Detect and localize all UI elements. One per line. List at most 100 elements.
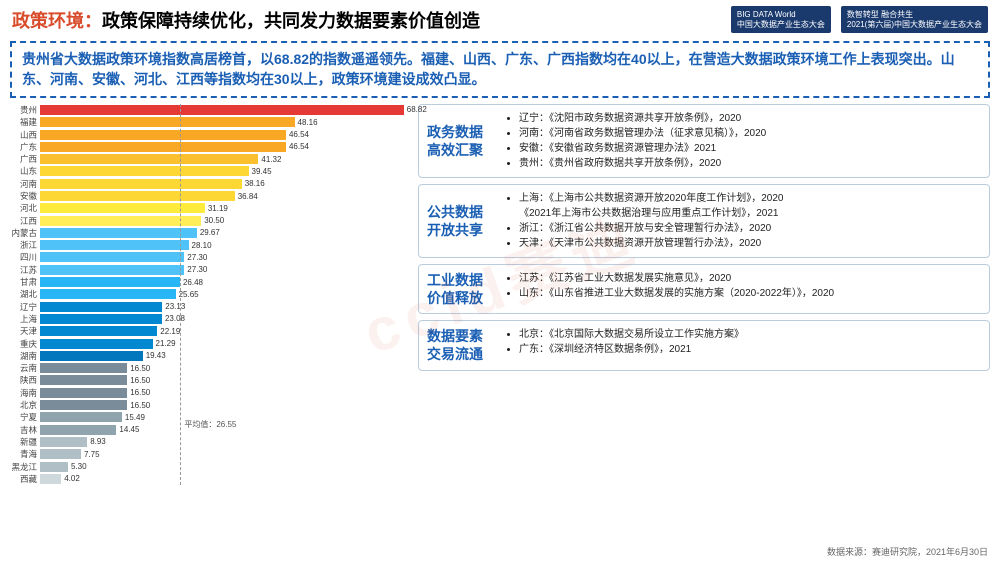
panel-body: 北京：《北京国际大数据交易所设立工作实施方案》广东：《深圳经济特区数据条例》，2… [505,327,981,363]
panel-title: 数据要素 交易流通 [427,327,505,363]
bar-label: 湖北 [10,288,40,300]
bar-label: 河北 [10,202,40,214]
panel-item: 江苏：《江苏省工业大数据发展实施意见》，2020 [519,271,981,286]
bar-track: 5.30 [40,462,410,472]
bar: 48.16 [40,117,295,127]
panel-item: 北京：《北京国际大数据交易所设立工作实施方案》 [519,327,981,342]
bar-value: 16.50 [127,388,150,397]
bar: 25.65 [40,289,176,299]
bar-track: 25.65 [40,289,410,299]
bar-track: 46.54 [40,130,410,140]
bar: 27.30 [40,252,184,262]
bar-value: 16.50 [127,364,150,373]
logo-event: 数智转型 融合共生 2021(第六届)中国大数据产业生态大会 [841,6,988,33]
bar-track: 27.30 [40,252,410,262]
title-prefix: 政策环境： [12,11,102,31]
panel-item: 贵州：《贵州省政府数据共享开放条例》，2020 [519,156,981,171]
hbar-chart: 贵州68.82福建48.16山西46.54广东46.54广西41.32山东39.… [10,104,410,485]
bar-row: 四川27.30 [10,251,410,263]
bar: 28.10 [40,240,189,250]
bar-track: 68.82 [40,105,410,115]
bar-value: 16.50 [127,376,150,385]
panel-body: 江苏：《江苏省工业大数据发展实施意见》，2020山东：《山东省推进工业大数据发展… [505,271,981,307]
bar: 21.29 [40,339,153,349]
panel: 政务数据 高效汇聚辽宁：《沈阳市政务数据资源共享开放条例》，2020河南：《河南… [418,104,990,178]
bar-row: 云南16.50 [10,362,410,374]
bar-row: 山东39.45 [10,165,410,177]
bar: 4.02 [40,474,61,484]
bar-value: 48.16 [295,118,318,127]
bar-value: 23.13 [162,302,185,311]
bar: 8.93 [40,437,87,447]
bar-value: 36.84 [235,192,258,201]
data-credit: 数据来源：赛迪研究院，2021年6月30日 [827,545,988,558]
bar-label: 青海 [10,448,40,460]
logo-line: 2021(第六届)中国大数据产业生态大会 [847,20,982,30]
bar-track: 30.50 [40,216,410,226]
bar-track: 8.93 [40,437,410,447]
bar: 7.75 [40,449,81,459]
bar-label: 湖南 [10,350,40,362]
bar: 26.48 [40,277,180,287]
page-title: 政策环境：政策保障持续优化，共同发力数据要素价值创造 [12,7,480,33]
bar-row: 西藏4.02 [10,473,410,485]
bar-value: 16.50 [127,401,150,410]
bar-label: 内蒙古 [10,227,40,239]
bar: 15.49 [40,412,122,422]
bar-label: 海南 [10,387,40,399]
panel-item: 天津：《天津市公共数据资源开放管理暂行办法》，2020 [519,236,981,251]
bar-value: 23.08 [162,314,185,323]
bar-row: 黑龙江5.30 [10,460,410,472]
bar-track: 22.19 [40,326,410,336]
bar-value: 39.45 [249,167,272,176]
panel-title: 工业数据 价值释放 [427,271,505,307]
bar-value: 29.67 [197,228,220,237]
bar: 30.50 [40,216,201,226]
bar-value: 28.10 [189,241,212,250]
logo-line: 数智转型 融合共生 [847,10,982,20]
bar-label: 浙江 [10,239,40,251]
bar-track: 23.08 [40,314,410,324]
logo-block: BIG DATA World 中国大数据产业生态大会 数智转型 融合共生 202… [731,6,988,33]
bar: 16.50 [40,375,127,385]
panel: 公共数据 开放共享上海：《上海市公共数据资源开放2020年度工作计划》，2020… [418,184,990,258]
panel-item: 安徽：《安徽省政务数据资源管理办法》2021 [519,141,981,156]
bar-value: 31.19 [205,204,228,213]
header: 政策环境：政策保障持续优化，共同发力数据要素价值创造 BIG DATA Worl… [0,0,1000,37]
panel: 工业数据 价值释放江苏：《江苏省工业大数据发展实施意见》，2020山东：《山东省… [418,264,990,314]
bar-row: 新疆8.93 [10,436,410,448]
bar-value: 5.30 [68,462,87,471]
bar-row: 湖南19.43 [10,350,410,362]
bar-value: 27.30 [184,253,207,262]
panel-body: 辽宁：《沈阳市政务数据资源共享开放条例》，2020河南：《河南省政务数据管理办法… [505,111,981,171]
panel-title: 政务数据 高效汇聚 [427,111,505,171]
bar-value: 21.29 [153,339,176,348]
panel-item: 辽宁：《沈阳市政务数据资源共享开放条例》，2020 [519,111,981,126]
bar-label: 上海 [10,313,40,325]
bar: 19.43 [40,351,143,361]
panel-item: 山东：《山东省推进工业大数据发展的实施方案（2020-2022年）》，2020 [519,286,981,301]
bar: 29.67 [40,228,197,238]
bar: 27.30 [40,265,184,275]
bar: 14.45 [40,425,116,435]
bar-row: 辽宁23.13 [10,301,410,313]
bar: 23.08 [40,314,162,324]
bar-track: 7.75 [40,449,410,459]
bar-track: 36.84 [40,191,410,201]
bar-label: 吉林 [10,424,40,436]
bar-label: 云南 [10,362,40,374]
bar-row: 青海7.75 [10,448,410,460]
bar-track: 38.16 [40,179,410,189]
bar-track: 28.10 [40,240,410,250]
bar-row: 山西46.54 [10,128,410,140]
bar: 38.16 [40,179,242,189]
bar-track: 29.67 [40,228,410,238]
bar-value: 7.75 [81,450,100,459]
bar-track: 16.50 [40,400,410,410]
bar-row: 河南38.16 [10,178,410,190]
bar: 16.50 [40,363,127,373]
bar-label: 四川 [10,251,40,263]
bar-row: 安徽36.84 [10,190,410,202]
bar-track: 16.50 [40,388,410,398]
panel: 数据要素 交易流通北京：《北京国际大数据交易所设立工作实施方案》广东：《深圳经济… [418,320,990,370]
